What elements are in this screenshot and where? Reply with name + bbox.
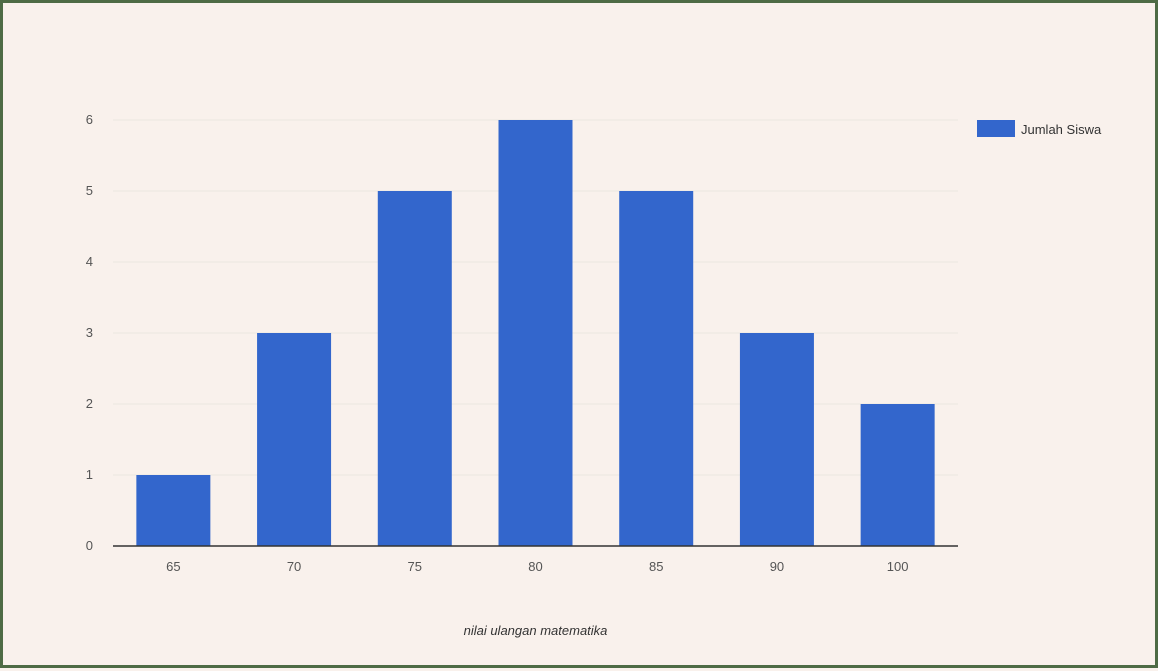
bar — [377, 191, 452, 546]
x-tick-label: 90 — [770, 559, 784, 574]
y-tick-label: 4 — [86, 254, 93, 269]
y-tick-label: 5 — [86, 183, 93, 198]
bar-chart: 0 1 2 3 4 5 6 65 70 75 80 85 90 100 nilai ulangan ma… — [86, 112, 1102, 638]
bar — [257, 333, 332, 546]
y-tick-label: 3 — [86, 325, 93, 340]
y-tick-labels: 0 1 2 3 4 5 6 — [86, 112, 93, 553]
bar — [860, 404, 935, 546]
bars — [136, 120, 935, 546]
x-tick-labels: 65 70 75 80 85 90 100 — [166, 559, 908, 574]
x-tick-label: 75 — [408, 559, 422, 574]
bar — [498, 120, 573, 546]
x-axis-title: nilai ulangan matematika — [464, 623, 608, 638]
x-tick-label: 85 — [649, 559, 663, 574]
bar — [136, 475, 211, 546]
x-tick-label: 80 — [528, 559, 542, 574]
bar — [619, 191, 694, 546]
bar — [739, 333, 814, 546]
y-tick-label: 0 — [86, 538, 93, 553]
x-tick-label: 70 — [287, 559, 301, 574]
legend-label: Jumlah Siswa — [1021, 122, 1102, 137]
legend: Jumlah Siswa — [977, 120, 1102, 137]
y-tick-label: 2 — [86, 396, 93, 411]
y-tick-label: 6 — [86, 112, 93, 127]
legend-swatch — [977, 120, 1015, 137]
x-tick-label: 100 — [887, 559, 909, 574]
x-tick-label: 65 — [166, 559, 180, 574]
y-tick-label: 1 — [86, 467, 93, 482]
